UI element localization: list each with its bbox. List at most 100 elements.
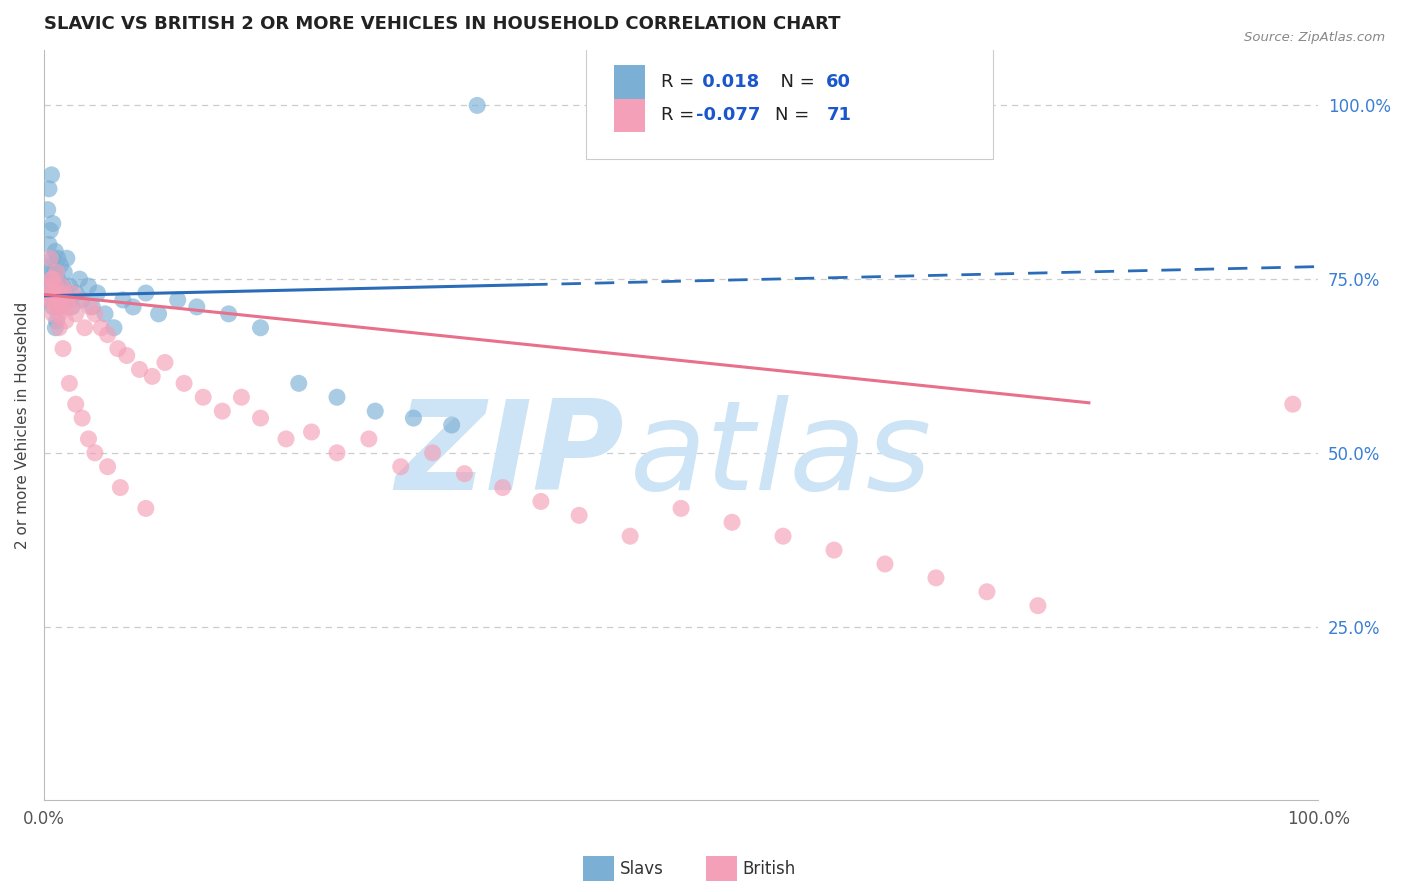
Point xyxy=(42,307,65,321)
Point xyxy=(39,265,62,279)
Point xyxy=(128,362,150,376)
Point xyxy=(51,279,73,293)
Point xyxy=(389,459,412,474)
Point xyxy=(46,252,69,266)
Point xyxy=(53,265,76,279)
Point xyxy=(111,293,134,307)
Point xyxy=(568,508,591,523)
Point xyxy=(52,342,75,356)
Text: R =: R = xyxy=(661,106,700,124)
Point xyxy=(37,202,59,217)
Point xyxy=(69,272,91,286)
Text: R =: R = xyxy=(661,73,700,91)
Bar xyxy=(613,99,645,132)
Text: Slavs: Slavs xyxy=(620,860,664,878)
Point xyxy=(41,279,63,293)
Point xyxy=(70,411,93,425)
Point xyxy=(65,397,87,411)
Point xyxy=(231,390,253,404)
Point xyxy=(422,446,444,460)
Point xyxy=(166,293,188,307)
Point xyxy=(39,223,62,237)
Point xyxy=(65,285,87,300)
Point xyxy=(46,285,69,300)
Point xyxy=(60,285,83,300)
Point xyxy=(135,501,157,516)
Point xyxy=(45,265,67,279)
Point xyxy=(38,237,60,252)
Point xyxy=(38,182,60,196)
Point xyxy=(41,293,63,307)
Point xyxy=(249,320,271,334)
Point xyxy=(440,417,463,432)
Point xyxy=(56,293,79,307)
Point xyxy=(402,411,425,425)
Point xyxy=(42,272,65,286)
Point xyxy=(357,432,380,446)
Text: SLAVIC VS BRITISH 2 OR MORE VEHICLES IN HOUSEHOLD CORRELATION CHART: SLAVIC VS BRITISH 2 OR MORE VEHICLES IN … xyxy=(44,15,841,33)
Point xyxy=(38,272,60,286)
Point xyxy=(44,293,66,307)
Point xyxy=(218,307,240,321)
Point xyxy=(65,307,87,321)
Point xyxy=(55,285,77,300)
Point xyxy=(49,293,72,307)
Point xyxy=(77,432,100,446)
Point xyxy=(193,390,215,404)
Point xyxy=(364,404,387,418)
Bar xyxy=(613,65,645,99)
Text: ZIP: ZIP xyxy=(395,394,624,516)
Point xyxy=(37,293,59,307)
Point xyxy=(52,279,75,293)
Point xyxy=(249,411,271,425)
Point xyxy=(38,285,60,300)
Point xyxy=(39,279,62,293)
Point xyxy=(58,376,80,391)
Point xyxy=(453,467,475,481)
Point xyxy=(42,252,65,266)
Point xyxy=(37,293,59,307)
Point xyxy=(70,293,93,307)
Point xyxy=(976,584,998,599)
Point xyxy=(97,327,120,342)
Point xyxy=(107,342,129,356)
Point xyxy=(41,272,63,286)
Point xyxy=(42,285,65,300)
Point xyxy=(619,529,641,543)
Point xyxy=(48,300,70,314)
Point xyxy=(141,369,163,384)
Point xyxy=(60,300,83,314)
Point xyxy=(58,300,80,314)
Point xyxy=(42,285,65,300)
Point xyxy=(46,272,69,286)
Point xyxy=(287,376,309,391)
Point xyxy=(56,252,79,266)
Point xyxy=(721,516,744,530)
Point xyxy=(45,285,67,300)
Point xyxy=(211,404,233,418)
Point xyxy=(45,314,67,328)
Point xyxy=(58,279,80,293)
Point xyxy=(48,320,70,334)
Point xyxy=(492,481,515,495)
Point xyxy=(41,258,63,272)
Point xyxy=(153,355,176,369)
Point xyxy=(39,252,62,266)
Point xyxy=(925,571,948,585)
Point xyxy=(42,272,65,286)
Point xyxy=(79,300,101,314)
Point xyxy=(772,529,794,543)
Point xyxy=(465,98,488,112)
Point xyxy=(823,543,845,558)
Point xyxy=(49,285,72,300)
Point xyxy=(83,446,105,460)
Point xyxy=(48,279,70,293)
FancyBboxPatch shape xyxy=(585,0,993,159)
Point xyxy=(42,217,65,231)
Point xyxy=(148,307,170,321)
Text: 0.018: 0.018 xyxy=(696,73,759,91)
Point xyxy=(115,349,138,363)
Point xyxy=(1281,397,1303,411)
Point xyxy=(42,300,65,314)
Point xyxy=(53,285,76,300)
